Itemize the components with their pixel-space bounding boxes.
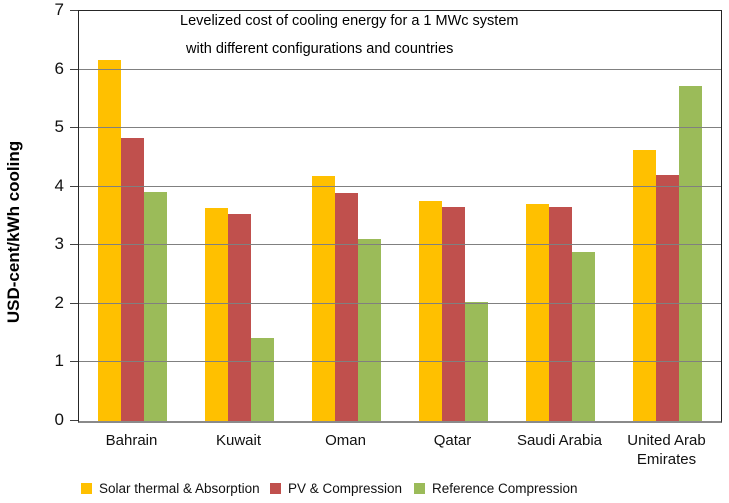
bar — [251, 337, 274, 421]
y-tick-mark — [70, 127, 78, 129]
x-category-label: Kuwait — [215, 432, 262, 449]
y-tick-mark — [70, 420, 78, 421]
chart-title-line1: Levelized cost of cooling energy for a 1… — [180, 13, 519, 29]
plot-area — [78, 10, 722, 423]
legend-swatch-icon — [81, 482, 92, 494]
legend-label: Solar thermal & Absorption — [99, 480, 260, 496]
y-tick-label: 4 — [54, 175, 64, 195]
legend-label: Reference Compression — [432, 480, 578, 496]
chart-title-line2: with different configurations and countr… — [186, 41, 454, 57]
y-tick-label: 1 — [54, 351, 64, 371]
y-tick-label: 7 — [54, 0, 64, 19]
y-tick-label: 5 — [54, 117, 64, 137]
legend-label: PV & Compression — [288, 480, 403, 496]
legend-swatch-icon — [414, 482, 425, 494]
gridline-y-3 — [79, 244, 721, 246]
y-tick-mark — [70, 361, 78, 363]
y-tick-mark — [70, 302, 78, 304]
y-tick-label: 0 — [54, 410, 64, 429]
bar — [549, 207, 572, 421]
chart-title: Levelized cost of cooling energy for a 1… — [180, 7, 518, 63]
legend-item: PV & Compression — [270, 479, 402, 497]
bar — [526, 204, 549, 421]
bar — [442, 207, 465, 421]
y-tick-label: 2 — [54, 292, 64, 312]
bar — [335, 193, 358, 421]
bar — [358, 239, 381, 421]
bar-group-qatar — [400, 11, 507, 421]
bar — [633, 149, 656, 421]
x-category-label: Qatar — [433, 432, 472, 449]
x-category-label: Bahrain — [105, 432, 158, 449]
bar — [465, 301, 488, 421]
gridline-y-2 — [79, 302, 721, 304]
bar — [98, 59, 121, 421]
gridline-y-5 — [79, 127, 721, 129]
bar-groups — [79, 11, 721, 421]
legend-swatch-icon — [270, 482, 281, 494]
gridline-y-1 — [79, 361, 721, 363]
bar — [572, 252, 595, 421]
y-tick-mark — [70, 68, 78, 70]
bar — [205, 208, 228, 421]
bar — [144, 192, 167, 421]
y-axis-title: USD-cent/kWh cooling — [4, 140, 23, 324]
x-category-label: Saudi Arabia — [516, 432, 603, 449]
bar — [656, 175, 679, 421]
y-tick-mark — [70, 185, 78, 187]
bar-group-oman — [293, 11, 400, 421]
bar-group-kuwait — [186, 11, 293, 421]
bar — [312, 176, 335, 421]
bar — [121, 137, 144, 421]
bar — [419, 201, 442, 421]
y-tick-mark — [70, 10, 78, 11]
gridline-y-4 — [79, 185, 721, 187]
bar-group-bahrain — [79, 11, 186, 421]
x-category-label: Oman — [325, 432, 366, 449]
gridline-y-6 — [79, 68, 721, 70]
legend-item: Reference Compression — [414, 479, 578, 497]
legend-item: Solar thermal & Absorption — [81, 479, 260, 497]
bar-group-united-arab-emirates — [614, 11, 721, 421]
y-tick-label: 6 — [54, 58, 64, 78]
bar — [228, 213, 251, 421]
y-tick-mark — [70, 244, 78, 246]
y-tick-label: 3 — [54, 234, 64, 254]
bar-group-saudi-arabia — [507, 11, 614, 421]
bar — [679, 85, 702, 421]
x-category-label: United Arab Emirates — [627, 432, 706, 468]
